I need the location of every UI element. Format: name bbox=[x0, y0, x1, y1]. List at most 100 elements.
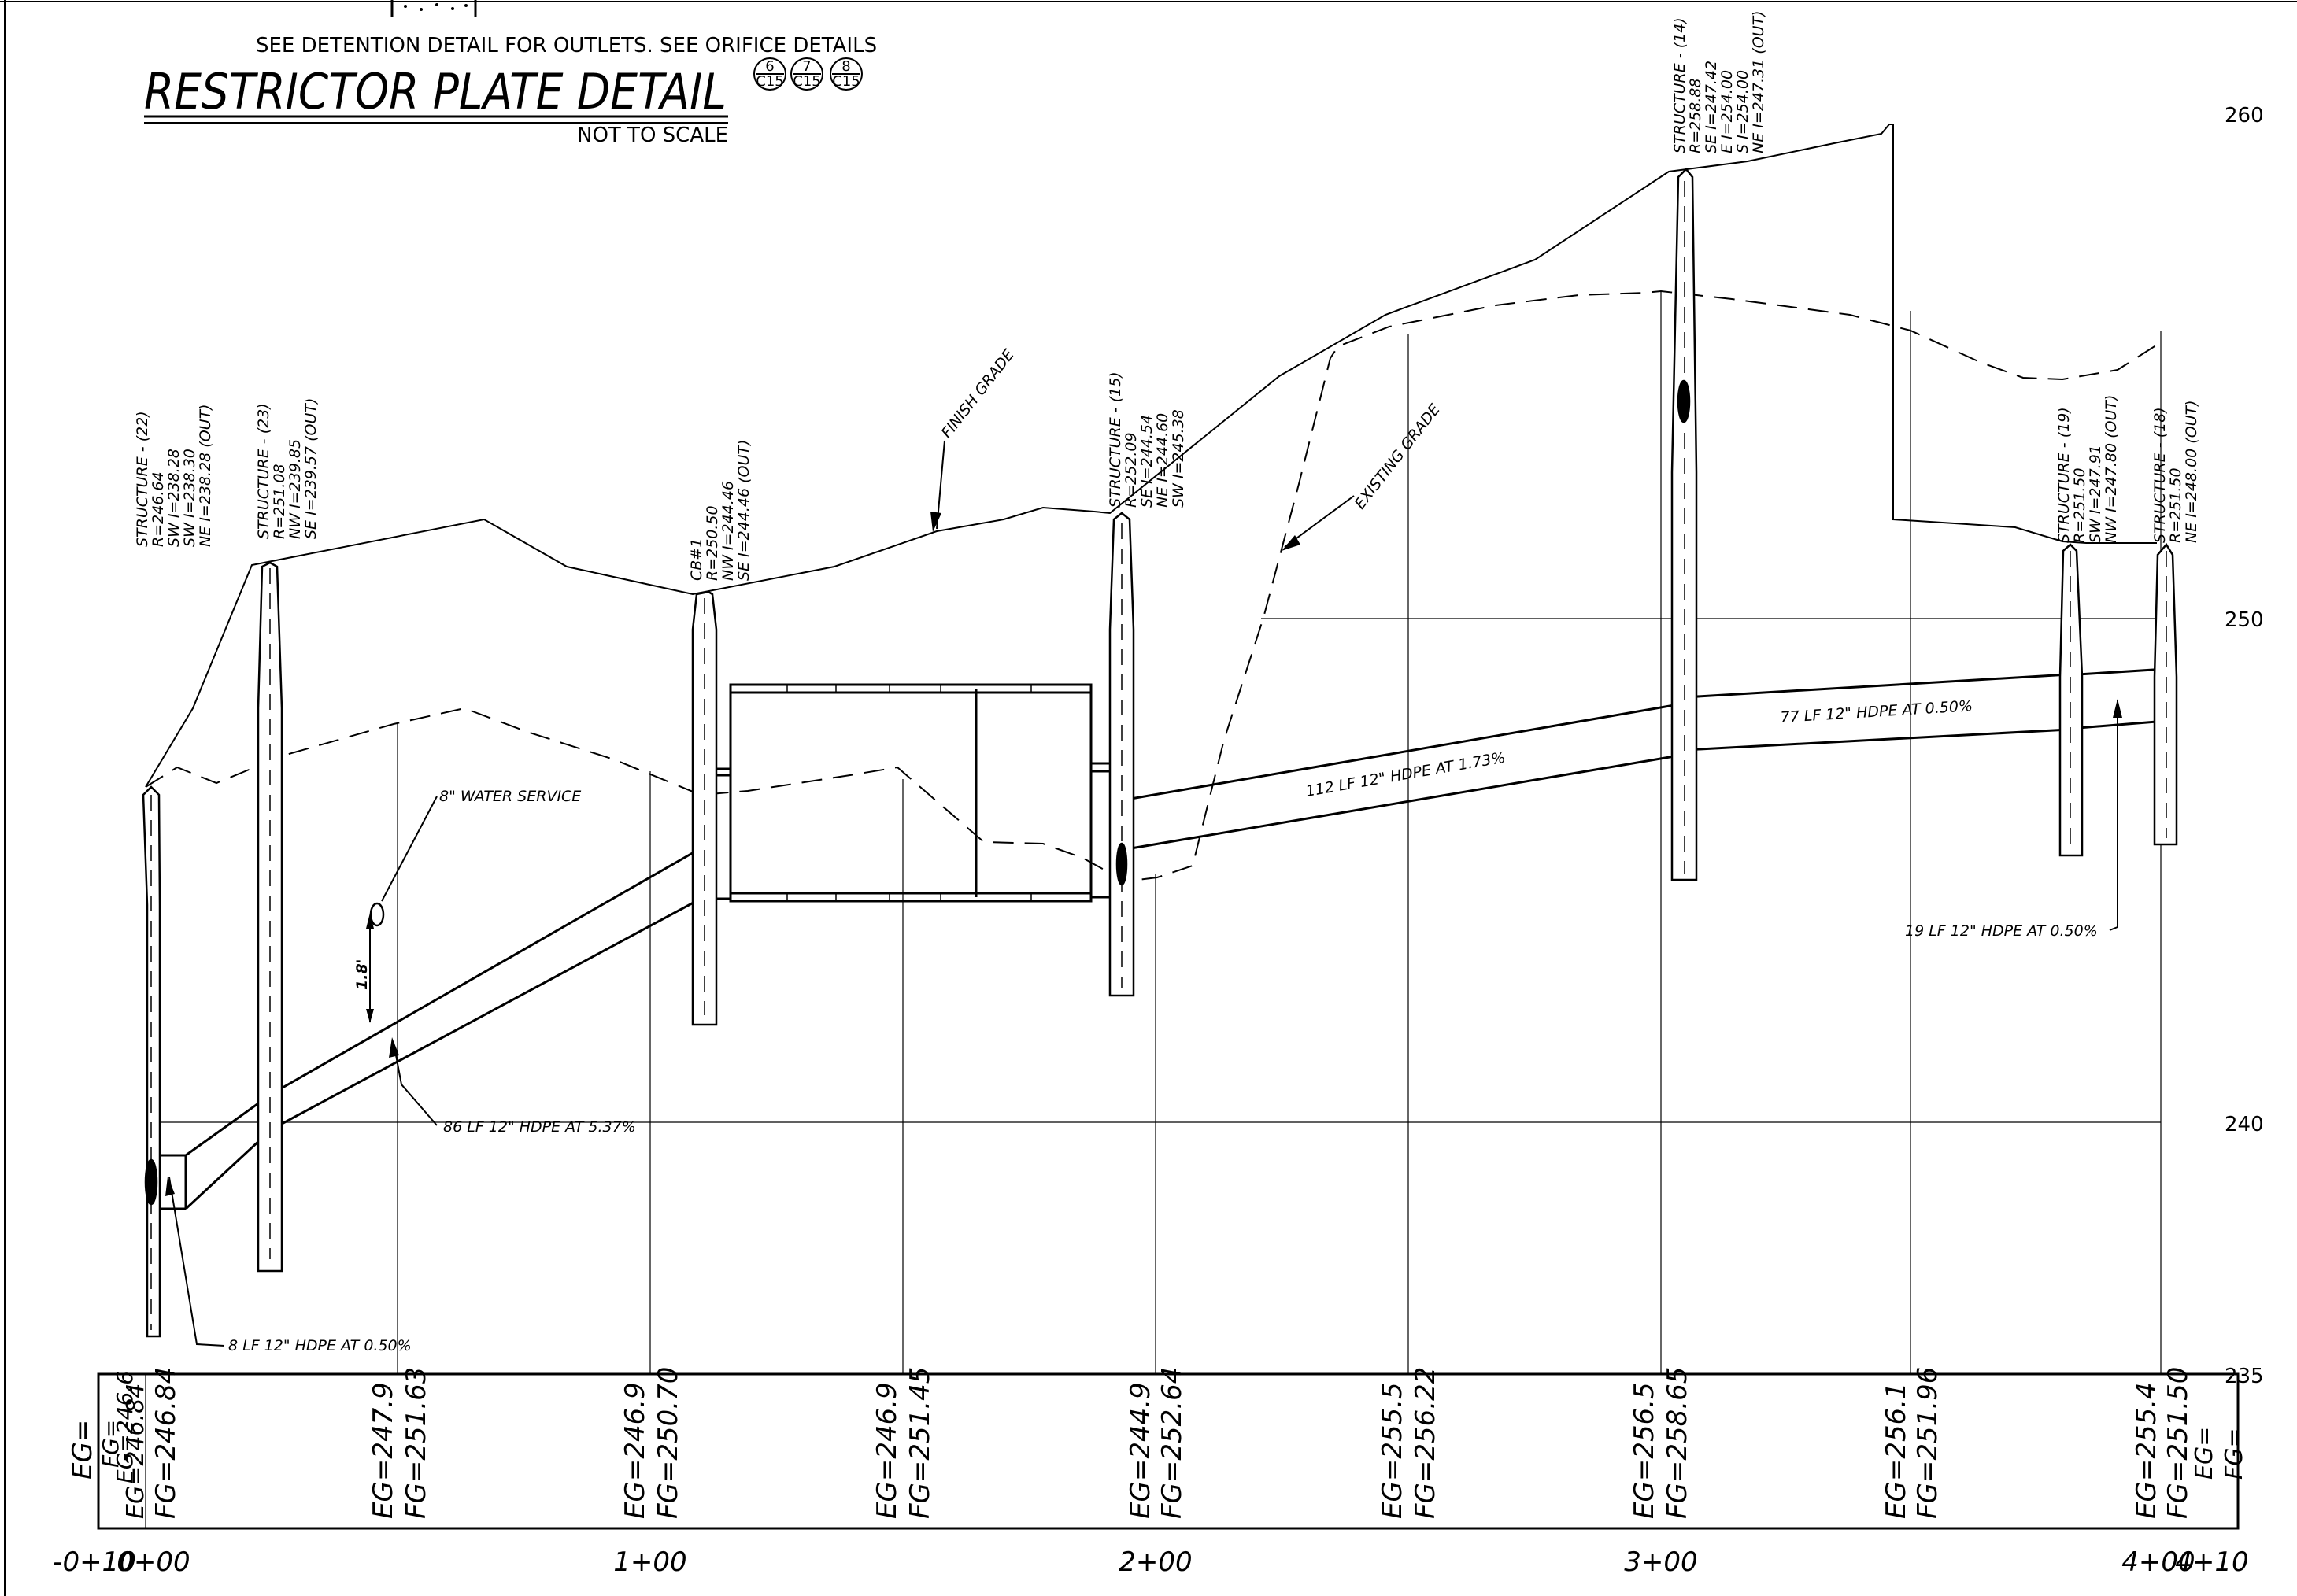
elevation-label-240: 240 bbox=[2225, 1113, 2264, 1136]
callout-pipe-77: 77 LF 12" HDPE AT 0.50% bbox=[1780, 697, 1973, 726]
svg-text:NW I=244.46: NW I=244.46 bbox=[719, 481, 737, 581]
svg-text:STRUCTURE - (23): STRUCTURE - (23) bbox=[255, 403, 272, 539]
leader-arrowheads bbox=[165, 512, 2122, 1196]
svg-text:SW I=238.28: SW I=238.28 bbox=[165, 449, 183, 547]
callout-water-service: 8" WATER SERVICE bbox=[439, 788, 581, 805]
svg-text:R=250.50: R=250.50 bbox=[704, 505, 721, 581]
chamber-stub bbox=[705, 762, 1122, 900]
svg-text:SE I=239.57 (OUT): SE I=239.57 (OUT) bbox=[302, 398, 320, 539]
callout-clearance: 1.8' bbox=[353, 959, 371, 990]
grade-eg-5: EG=246.9 bbox=[871, 1382, 903, 1519]
label-structure-18: STRUCTURE - (18) R=251.50 NE I=248.00 (O… bbox=[2151, 400, 2200, 543]
pipe-joint-ticks bbox=[786, 685, 1032, 901]
svg-text:STRUCTURE - (22): STRUCTURE - (22) bbox=[134, 411, 151, 547]
label-structure-14: STRUCTURE - (14) R=258.88 SE I=247.42 E … bbox=[1671, 10, 1767, 153]
svg-text:SE I=244.54: SE I=244.54 bbox=[1138, 415, 1156, 508]
grade-fg-6: FG=252.64 bbox=[1156, 1367, 1188, 1519]
grade-eg-1: EG=246.6 bbox=[112, 1371, 138, 1483]
grade-fg-1: FG= bbox=[98, 1420, 124, 1468]
pipe-8lf bbox=[157, 1154, 187, 1210]
detail-ref-7: 7 C15 bbox=[790, 57, 823, 91]
grade-table-frame bbox=[97, 1372, 2240, 1530]
svg-text:R=246.64: R=246.64 bbox=[150, 471, 167, 547]
svg-text:SE I=247.42: SE I=247.42 bbox=[1703, 61, 1720, 153]
svg-text:C15: C15 bbox=[756, 73, 783, 90]
label-cb1: CB#1 R=250.50 NW I=244.46 SE I=244.46 (O… bbox=[688, 440, 753, 581]
elevation-axis-labels: 260 250 240 235 bbox=[2225, 104, 2264, 1388]
svg-text:S I=254.00: S I=254.00 bbox=[1734, 70, 1751, 153]
callout-pipe-8: 8 LF 12" HDPE AT 0.50% bbox=[228, 1337, 412, 1354]
grade-eg-10: EG=255.4 bbox=[2131, 1382, 2162, 1519]
header-note: SEE DETENTION DETAIL FOR OUTLETS. SEE OR… bbox=[256, 34, 877, 57]
leader-water-service bbox=[381, 796, 438, 902]
profile-grid bbox=[146, 291, 2162, 1373]
pipe-19lf bbox=[2077, 667, 2167, 730]
scale-note: NOT TO SCALE bbox=[577, 124, 728, 147]
svg-text:C15: C15 bbox=[832, 73, 860, 90]
elevation-label-260: 260 bbox=[2225, 104, 2264, 127]
svg-text:C15: C15 bbox=[793, 73, 820, 90]
detail-remnant-dots bbox=[404, 3, 468, 11]
grade-fg-3: FG=251.63 bbox=[401, 1367, 432, 1519]
svg-text:SW I=245.38: SW I=245.38 bbox=[1170, 409, 1187, 508]
detail-title: RESTRICTOR PLATE DETAIL bbox=[144, 63, 727, 120]
callout-pipe-19: 19 LF 12" HDPE AT 0.50% bbox=[1905, 922, 2098, 940]
grade-fg-2: FG=246.84 bbox=[150, 1367, 182, 1519]
grade-fg-10: FG=251.50 bbox=[2162, 1367, 2194, 1519]
detail-ref-8: 8 C15 bbox=[830, 57, 863, 91]
detention-chamber bbox=[729, 683, 1093, 903]
label-structure-22: STRUCTURE - (22) R=246.64 SW I=238.28 SW… bbox=[134, 404, 214, 547]
label-structure-19: STRUCTURE - (19) R=251.50 SW I=247.91 NW… bbox=[2055, 395, 2120, 543]
detail-ref-6: 6 C15 bbox=[753, 57, 786, 91]
detail-remnant bbox=[390, 0, 477, 17]
detention-chamber-inner bbox=[731, 689, 1091, 897]
grade-eg-2: EG=246.84 bbox=[122, 1384, 150, 1519]
station-label-100: 1+00 bbox=[613, 1546, 686, 1578]
svg-text:SW I=238.30: SW I=238.30 bbox=[181, 449, 198, 547]
grade-fg-4: FG=250.70 bbox=[653, 1367, 684, 1519]
station-label-neg10: -0+10 bbox=[53, 1546, 136, 1578]
svg-text:NE I=238.28 (OUT): NE I=238.28 (OUT) bbox=[197, 404, 214, 547]
grade-eg-4: EG=246.9 bbox=[620, 1382, 651, 1519]
grade-eg-7: EG=255.5 bbox=[1377, 1382, 1408, 1519]
grade-eg-6: EG=244.9 bbox=[1125, 1382, 1156, 1519]
svg-text:R=252.09: R=252.09 bbox=[1123, 432, 1140, 508]
structure-22 bbox=[142, 785, 161, 1338]
station-label-410: 4+10 bbox=[2175, 1546, 2248, 1578]
detail-ref-markers: 6 C15 7 C15 8 C15 bbox=[753, 57, 863, 91]
callout-pipe-112: 112 LF 12" HDPE AT 1.73% bbox=[1304, 749, 1507, 800]
grade-fg-7: FG=256.22 bbox=[1410, 1367, 1441, 1519]
water-service-pipe bbox=[369, 902, 385, 927]
structure-15 bbox=[1108, 512, 1135, 997]
grade-fg-5: FG=251.45 bbox=[904, 1367, 936, 1519]
structure-19 bbox=[2058, 543, 2084, 857]
station-axis-labels: -0+10 0+00 1+00 2+00 3+00 4+00 4+10 bbox=[53, 1546, 2249, 1578]
leader-pipe-19 bbox=[2109, 700, 2118, 931]
svg-text:6: 6 bbox=[765, 58, 774, 75]
svg-text:STRUCTURE - (14): STRUCTURE - (14) bbox=[1671, 17, 1689, 153]
callout-existing-grade: EXISTING GRADE bbox=[1352, 401, 1444, 513]
grade-eg-3: EG=247.9 bbox=[368, 1382, 399, 1519]
elevation-label-250: 250 bbox=[2225, 608, 2264, 632]
grade-table: EG= EG=246.6 FG= EG=246.84 FG=246.84 EG=… bbox=[67, 1367, 2248, 1530]
leader-pipe-86 bbox=[393, 1042, 438, 1126]
grade-table-values: EG= EG=246.6 FG= EG=246.84 FG=246.84 EG=… bbox=[67, 1367, 2248, 1519]
grade-eg-9: EG=256.1 bbox=[1881, 1382, 1912, 1519]
station-label-0: 0+00 bbox=[117, 1546, 190, 1578]
label-structure-15: STRUCTURE - (15) R=252.09 SE I=244.54 NE… bbox=[1107, 371, 1187, 508]
svg-text:CB#1: CB#1 bbox=[688, 538, 705, 581]
structure-23 bbox=[257, 561, 283, 1273]
station-label-300: 3+00 bbox=[1624, 1546, 1697, 1578]
svg-text:NE I=247.31 (OUT): NE I=247.31 (OUT) bbox=[1750, 10, 1767, 153]
svg-text:NW I=239.85: NW I=239.85 bbox=[287, 439, 304, 539]
grade-fg-9: FG=251.96 bbox=[1912, 1367, 1944, 1519]
svg-text:8: 8 bbox=[841, 58, 850, 75]
grade-fg-11: FG= bbox=[2221, 1428, 2248, 1480]
finish-grade-line bbox=[145, 124, 2157, 788]
callout-finish-grade: FINISH GRADE bbox=[938, 346, 1018, 441]
label-structure-23: STRUCTURE - (23) R=251.08 NW I=239.85 SE… bbox=[255, 398, 320, 539]
pipe-77lf bbox=[1684, 673, 2070, 752]
structure-cb1 bbox=[691, 590, 718, 1026]
structures bbox=[142, 168, 2178, 1338]
